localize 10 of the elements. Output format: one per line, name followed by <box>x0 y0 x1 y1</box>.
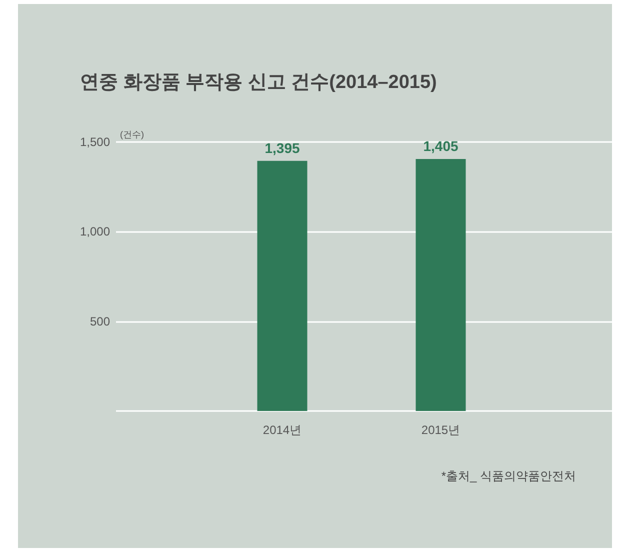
data-label: 1,405 <box>423 138 458 154</box>
y-tick-label: 1,500 <box>80 135 110 149</box>
data-label: 1,395 <box>264 140 300 156</box>
y-tick-label: 1,000 <box>80 224 110 239</box>
y-tick-label: 500 <box>90 314 110 328</box>
x-tick-label: 2015년 <box>421 423 460 437</box>
chart-title: 연중 화장품 부작용 신고 건수(2014–2015) <box>80 72 437 93</box>
y-axis-title: (건수) <box>120 130 144 140</box>
text: *출처_ 식품의약품안전처 <box>441 469 576 483</box>
x-tick-label: 2014년 <box>262 423 302 437</box>
